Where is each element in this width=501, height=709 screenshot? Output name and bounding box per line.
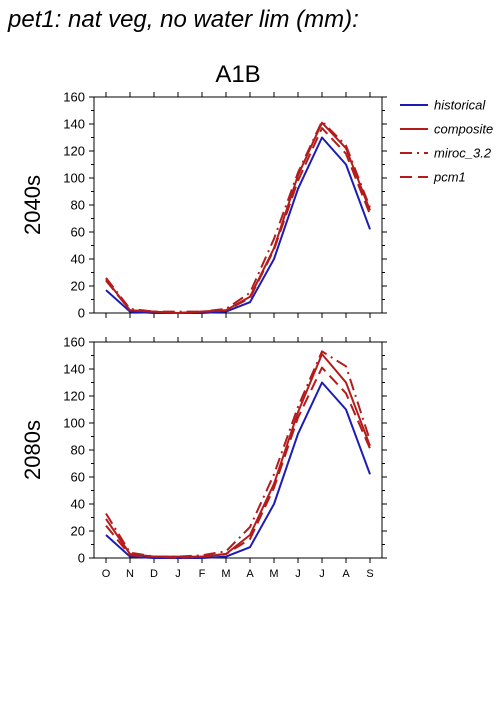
x-tick-label: M [269,568,278,580]
legend: historical composite miroc_3.2 pcm1 [400,98,493,185]
series-line-historical [105,136,371,314]
y-tick-label: 60 [71,225,85,240]
series-line-miroc-3-2 [105,350,371,558]
x-tick-label: J [319,568,325,580]
plot-frame [93,96,383,314]
y-tick-label: 120 [63,144,85,159]
x-tick-label: J [295,568,301,580]
y-tick-label: 140 [63,362,85,377]
y-tick-label: 140 [63,117,85,132]
series-line-historical [105,381,371,559]
x-tick-label: S [366,568,373,580]
y-tick-label: 120 [63,389,85,404]
x-tick-label: D [150,568,158,580]
y-tick-label: 40 [71,497,85,512]
scenario-label: A1B [215,61,260,88]
series-line-miroc-3-2 [105,120,371,313]
chart-panel-1: 0 20 40 60 80 100 120 140 160 2040s A1B [20,61,387,321]
legend-label: historical [434,98,486,113]
y-tick-label: 80 [71,443,85,458]
panels-layer: 0 20 40 60 80 100 120 140 160 2040s A1B 0 20 40 60 80 10… [20,61,387,580]
row-label: 2080s [20,420,45,480]
y-tick-label: 160 [63,335,85,350]
legend-label: miroc_3.2 [434,146,492,161]
series-line-pcm1 [105,127,371,314]
row-label: 2040s [20,175,45,235]
x-tick-label: O [102,568,111,580]
x-tick-label: J [175,568,181,580]
series-line-composite [105,353,371,558]
y-tick-label: 40 [71,252,85,267]
y-tick-label: 60 [71,470,85,485]
y-tick-label: 20 [71,279,85,294]
y-tick-label: 0 [78,306,85,321]
x-tick-label: F [199,568,206,580]
x-tick-label: M [221,568,230,580]
x-tick-label: N [126,568,134,580]
y-tick-label: 80 [71,198,85,213]
y-tick-label: 160 [63,90,85,105]
series-line-pcm1 [105,366,371,559]
y-tick-label: 20 [71,524,85,539]
y-tick-label: 100 [63,416,85,431]
chart-panel-2: 0 20 40 60 80 100 120 140 160 O N D J F M A M J J A S 2080s [20,335,387,580]
x-tick-label: A [342,568,350,580]
series-line-composite [105,121,371,314]
legend-label: pcm1 [433,170,466,185]
x-tick-label: A [246,568,254,580]
y-tick-label: 100 [63,171,85,186]
figure-title: pet1: nat veg, no water lim (mm): [8,6,359,33]
legend-label: composite [434,122,493,137]
y-tick-label: 0 [78,551,85,566]
